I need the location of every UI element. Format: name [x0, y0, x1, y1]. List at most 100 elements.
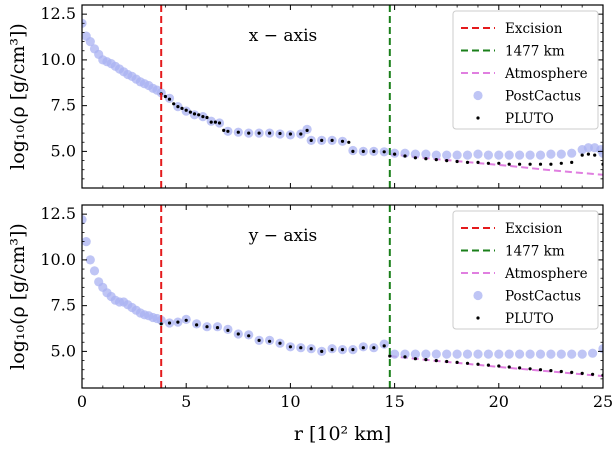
pluto-point — [361, 149, 365, 153]
postcactus-point — [483, 349, 493, 359]
postcactus-point — [473, 349, 483, 359]
pluto-point — [305, 128, 309, 132]
pluto-point — [347, 140, 351, 144]
pluto-point — [167, 321, 172, 325]
postcactus-point — [462, 349, 473, 359]
pluto-point — [538, 162, 543, 166]
pluto-point — [455, 360, 459, 364]
pluto-point — [403, 355, 407, 359]
pluto-point — [236, 332, 240, 336]
legend-box — [452, 10, 599, 130]
x-tick-label: 5 — [181, 392, 191, 411]
pluto-point — [184, 108, 188, 112]
pluto-point — [518, 366, 522, 370]
panel-annotation: x − axis — [249, 26, 318, 46]
pluto-point — [159, 322, 163, 326]
y-axis-label: log₁₀(ρ [g/cm³]) — [7, 223, 29, 370]
x-axis-label: r [10² km] — [294, 423, 391, 445]
postcactus-point — [431, 150, 441, 160]
pluto-point — [340, 139, 345, 143]
legend-pluto-marker — [476, 116, 480, 120]
legend-pluto-label: PLUTO — [505, 311, 554, 327]
pluto-point — [213, 120, 217, 124]
pluto-point — [434, 158, 438, 162]
legend-postcactus-label: PostCactus — [505, 289, 581, 305]
y-tick-label: 7.5 — [51, 96, 76, 115]
legend-pluto-marker — [476, 316, 480, 320]
postcactus-point — [82, 215, 87, 225]
pluto-point — [382, 150, 386, 154]
y-tick-label: 10.0 — [40, 250, 76, 269]
postcactus-point — [85, 37, 95, 47]
postcactus-point — [556, 149, 566, 159]
pluto-point — [172, 102, 176, 106]
x-tick-label: 25 — [593, 392, 613, 411]
pluto-point — [268, 339, 272, 343]
postcactus-point — [546, 149, 556, 159]
legend-1477km-label: 1477 km — [505, 244, 565, 260]
pluto-point — [424, 358, 428, 362]
pluto-point — [497, 161, 501, 165]
panel-annotation: y − axis — [248, 226, 318, 246]
postcactus-point — [452, 150, 462, 160]
pluto-point — [528, 367, 532, 371]
pluto-point — [184, 318, 188, 322]
pluto-point — [372, 346, 376, 350]
legend-excision-label: Excision — [505, 21, 563, 37]
postcactus-point — [410, 149, 420, 159]
pluto-point — [278, 341, 282, 345]
postcactus-point — [577, 349, 587, 359]
pluto-point — [180, 106, 184, 110]
pluto-point — [570, 370, 574, 374]
pluto-point — [591, 372, 595, 376]
pluto-point — [222, 128, 226, 132]
y-tick-label: 5.0 — [51, 141, 76, 160]
legend-postcactus-marker — [473, 90, 483, 101]
panel-top: 5.0 7.5 10.0 12.5 log₁₀(ρ [g/cm³]) x − axis Ex… — [7, 4, 604, 189]
postcactus-point — [410, 349, 420, 359]
pluto-point — [351, 149, 355, 153]
plot-area — [82, 18, 603, 176]
pluto-point — [445, 159, 449, 163]
pluto-point — [257, 131, 261, 135]
postcactus-point — [583, 143, 594, 153]
postcactus-point — [525, 349, 535, 359]
y-tick-label: 7.5 — [51, 296, 76, 315]
postcactus-point — [515, 150, 525, 160]
pluto-point — [465, 160, 470, 164]
postcactus-point — [421, 349, 431, 359]
postcactus-point — [442, 349, 452, 359]
postcactus-point — [390, 349, 400, 359]
postcactus-point — [473, 149, 483, 159]
pluto-point — [217, 121, 222, 125]
legend-box — [452, 210, 599, 330]
postcactus-point — [89, 266, 100, 276]
pluto-point — [320, 138, 324, 142]
pluto-point — [205, 325, 209, 329]
pluto-point — [205, 115, 209, 120]
pluto-point — [330, 138, 334, 142]
pluto-point — [586, 152, 591, 156]
postcactus-point — [504, 150, 514, 160]
postcactus-point — [588, 348, 598, 358]
panel-bottom: 0 5 10 15 20 25 5.0 7.5 10.0 12.5 log₁₀(ρ [g/cm³])… — [7, 204, 613, 445]
x-tick-label: 15 — [384, 392, 404, 411]
postcactus-point — [400, 349, 410, 359]
pluto-point — [176, 320, 180, 324]
legend-atmosphere-label: Atmosphere — [504, 266, 588, 282]
pluto-point — [299, 346, 303, 350]
postcactus-point — [494, 349, 504, 359]
x-tick-label: 0 — [77, 392, 87, 411]
pluto-point — [299, 132, 303, 136]
pluto-point — [497, 364, 501, 368]
series-atmosphere-line — [389, 153, 603, 176]
pluto-point — [209, 120, 213, 124]
pluto-point — [507, 365, 511, 369]
pluto-point — [176, 105, 180, 109]
pluto-point — [580, 153, 584, 157]
y-tick-label: 12.5 — [40, 4, 76, 23]
postcactus-point — [462, 150, 473, 160]
postcactus-point — [494, 150, 504, 160]
pluto-point — [163, 94, 167, 99]
